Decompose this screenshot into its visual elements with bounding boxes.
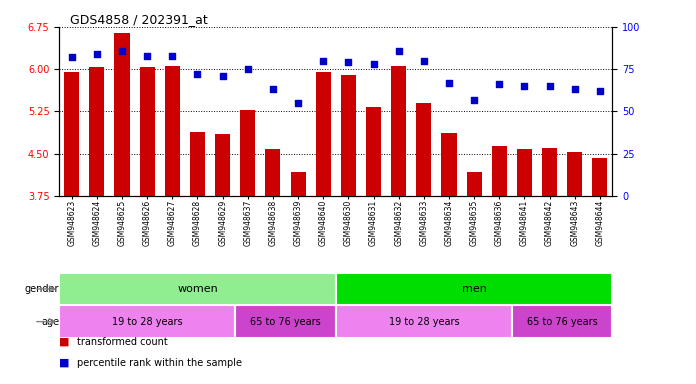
Point <box>66 54 77 60</box>
Bar <box>140 68 155 196</box>
Bar <box>517 149 532 196</box>
Point <box>569 86 580 93</box>
Bar <box>416 103 432 196</box>
Point <box>393 48 404 54</box>
Point <box>443 79 454 86</box>
Text: percentile rank within the sample: percentile rank within the sample <box>77 358 242 368</box>
Bar <box>512 305 612 338</box>
Bar <box>336 305 512 338</box>
Bar <box>492 146 507 196</box>
Point <box>317 58 329 64</box>
Point <box>217 73 228 79</box>
Point <box>519 83 530 89</box>
Bar <box>165 66 180 196</box>
Point <box>116 48 127 54</box>
Bar <box>215 134 230 196</box>
Bar <box>592 158 608 196</box>
Bar <box>240 110 255 196</box>
Bar <box>391 66 406 196</box>
Text: 19 to 28 years: 19 to 28 years <box>388 316 459 327</box>
Point <box>493 81 505 88</box>
Text: men: men <box>461 284 487 294</box>
Text: ■: ■ <box>59 358 73 368</box>
Point <box>544 83 555 89</box>
Bar <box>567 152 583 196</box>
Text: age: age <box>41 316 59 327</box>
Bar <box>114 33 129 196</box>
Point <box>267 86 278 93</box>
Bar <box>466 172 482 196</box>
Bar <box>64 72 79 196</box>
Text: 65 to 76 years: 65 to 76 years <box>250 316 321 327</box>
Text: GDS4858 / 202391_at: GDS4858 / 202391_at <box>70 13 208 26</box>
Bar <box>235 305 336 338</box>
Text: ■: ■ <box>59 337 73 347</box>
Bar <box>59 273 336 305</box>
Point <box>418 58 429 64</box>
Point <box>368 61 379 67</box>
Text: gender: gender <box>24 284 59 294</box>
Bar <box>290 172 306 196</box>
Point <box>167 53 178 59</box>
Bar <box>316 72 331 196</box>
Point <box>141 53 152 59</box>
Text: 65 to 76 years: 65 to 76 years <box>527 316 598 327</box>
Text: women: women <box>177 284 218 294</box>
Bar <box>59 305 235 338</box>
Bar <box>441 133 457 196</box>
Point <box>242 66 253 72</box>
Bar <box>366 108 381 196</box>
Bar <box>265 149 280 196</box>
Point <box>91 51 102 57</box>
Point <box>192 71 203 77</box>
Bar <box>542 148 557 196</box>
Point <box>343 59 354 65</box>
Bar <box>190 132 205 196</box>
Point <box>468 96 480 103</box>
Bar <box>336 273 612 305</box>
Bar <box>89 68 104 196</box>
Point <box>292 100 303 106</box>
Text: transformed count: transformed count <box>77 337 167 347</box>
Text: 19 to 28 years: 19 to 28 years <box>112 316 182 327</box>
Point <box>594 88 606 94</box>
Bar <box>341 75 356 196</box>
